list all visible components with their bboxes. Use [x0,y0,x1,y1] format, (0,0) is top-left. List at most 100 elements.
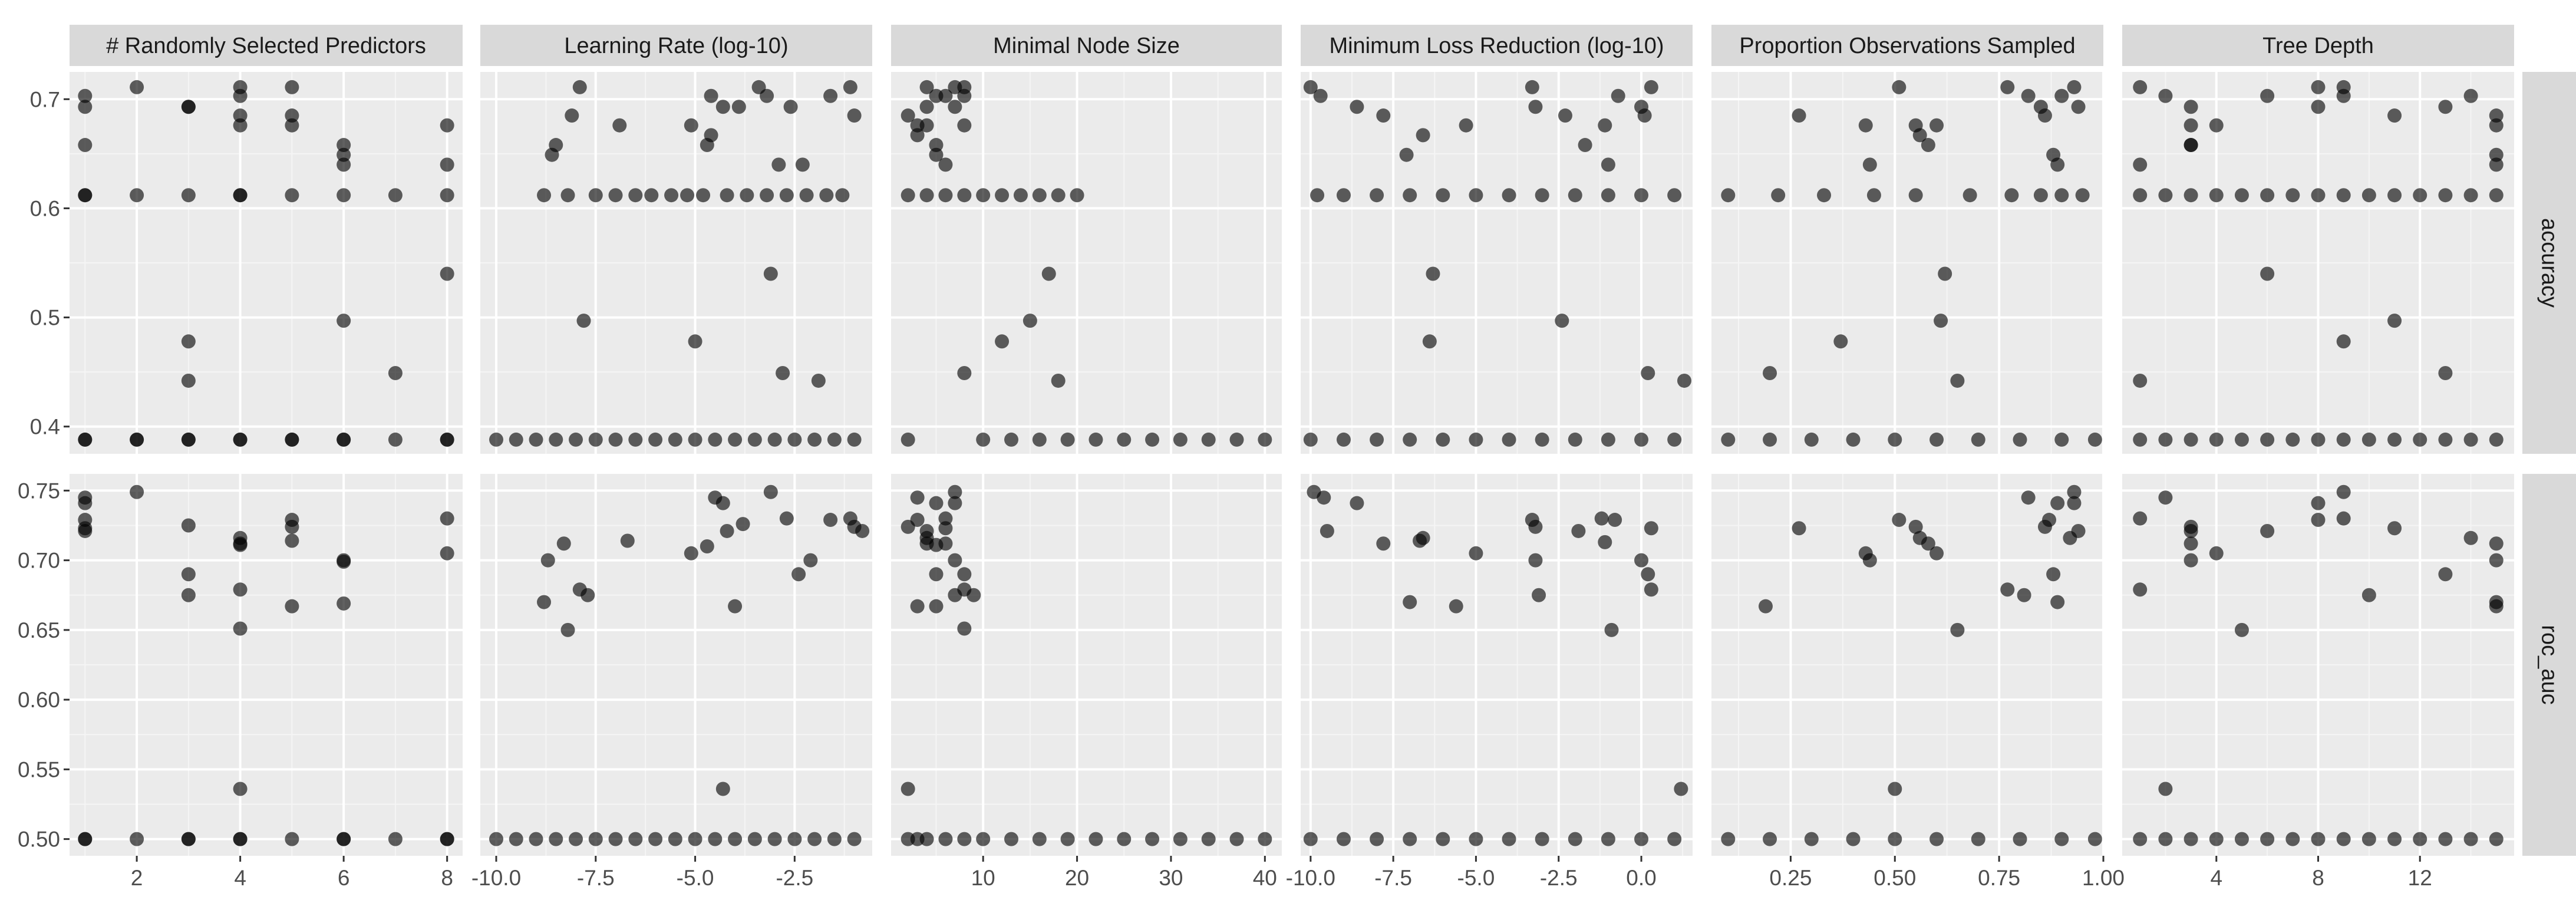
data-point [1938,266,1952,281]
data-point [1502,832,1516,846]
data-point [791,567,806,582]
data-point [628,832,643,846]
data-point [612,118,627,133]
data-point [747,432,762,447]
data-point [233,188,248,203]
data-point [388,432,403,447]
strip-loss-reduction [1301,25,1693,66]
data-point [1032,432,1047,447]
data-point [995,188,1010,203]
data-point [787,832,802,846]
data-point [78,523,93,538]
data-point [1644,582,1658,597]
data-point [572,80,587,94]
data-point [1528,100,1543,114]
data-point [843,80,857,94]
data-point [2184,523,2198,538]
data-point [1449,599,1463,614]
data-point [1921,536,1935,551]
data-point [1758,599,1773,614]
data-point [2133,80,2148,94]
data-point [337,832,351,846]
data-point [823,88,838,103]
data-point [901,108,915,123]
data-point [2387,314,2402,328]
data-point [529,832,543,846]
data-point [2209,118,2224,133]
data-point [811,373,826,388]
data-point [440,266,454,281]
data-point [799,188,814,203]
data-point [233,538,248,552]
data-point [1060,832,1075,846]
data-point [337,314,351,328]
data-point [2311,496,2326,510]
data-point [608,432,623,447]
data-point [1436,832,1450,846]
data-point [1535,188,1549,203]
strip-accuracy [2522,72,2576,454]
data-point [2133,582,2148,597]
data-point [995,334,1010,349]
strip-label-min-n: Minimal Node Size [993,34,1180,58]
x-tick-label: 40 [1253,866,1277,890]
data-point [1674,782,1688,796]
data-point [2361,432,2376,447]
data-point [388,832,403,846]
data-point [2209,188,2224,203]
data-point [1370,432,1384,447]
data-point [233,88,248,103]
data-point [1601,832,1615,846]
data-point [549,138,563,153]
data-point [78,188,93,203]
data-point [1201,432,1216,447]
data-point [771,157,786,172]
data-point [2361,832,2376,846]
data-point [2361,588,2376,602]
data-point [1644,521,1658,536]
facet-strips: # Randomly Selected Predictors Learning R… [70,25,2576,856]
data-point [1336,432,1351,447]
data-point [1023,314,1037,328]
data-point [2184,832,2198,846]
data-point [847,432,862,447]
data-point [2071,523,2086,538]
data-point [1201,832,1216,846]
data-point [2463,88,2478,103]
data-point [827,432,842,447]
data-point [569,432,583,447]
data-point [181,188,196,203]
data-point [767,432,782,447]
data-point [1634,553,1649,568]
data-point [957,365,972,380]
data-point [2285,832,2300,846]
data-point [1459,118,1473,133]
data-point [763,484,778,499]
data-point [440,432,454,447]
data-point [938,188,953,203]
data-point [1032,832,1047,846]
data-point [2336,432,2351,447]
data-point [967,588,981,602]
data-point [1962,188,1977,203]
x-tick-label: 0.75 [1978,866,2020,890]
data-point [440,832,454,846]
data-point [233,621,248,636]
x-tick-label: -2.5 [776,866,813,890]
data-point [1568,832,1582,846]
data-point [78,432,93,447]
data-point [565,108,579,123]
x-tick-label: -10.0 [1286,866,1335,890]
data-point [2071,100,2086,114]
data-point [2184,138,2198,153]
data-point [1535,832,1549,846]
data-point [1667,432,1682,447]
data-point [2054,432,2069,447]
data-point [1416,530,1430,545]
data-point [787,432,802,447]
data-point [1858,118,1873,133]
data-point [337,432,351,447]
data-point [337,157,351,172]
data-point [620,533,635,548]
strip-min-n [891,25,1282,66]
